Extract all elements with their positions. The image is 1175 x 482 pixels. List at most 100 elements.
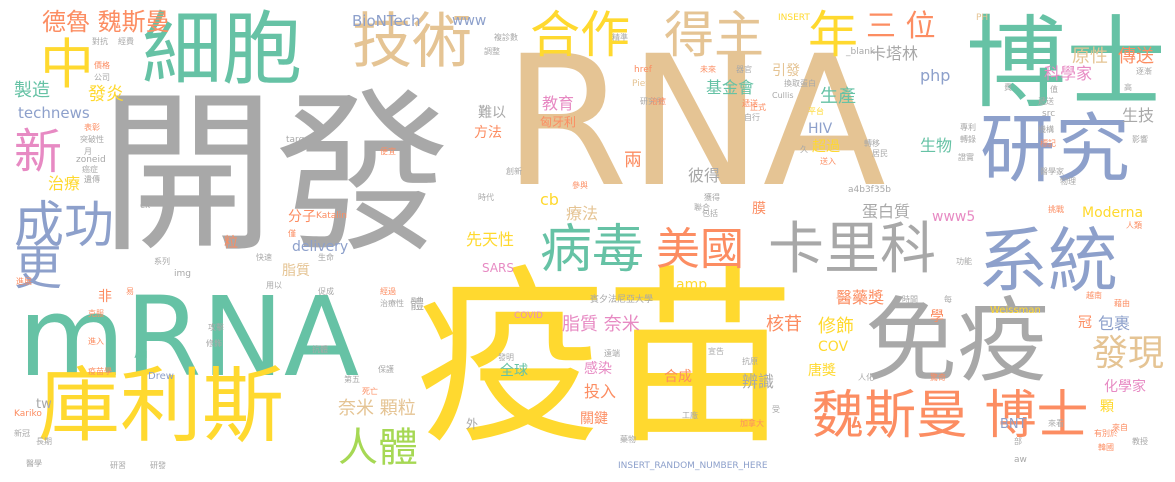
word-fayan: 發炎 — [88, 84, 124, 105]
word-mo: 膜 — [752, 201, 766, 217]
filler-word: 長期 — [36, 437, 52, 446]
word-blank: _blank — [846, 47, 876, 57]
filler-word: 藥物 — [620, 435, 636, 444]
word-pieter: Pieter — [632, 79, 659, 89]
filler-word: 價格 — [94, 61, 110, 70]
filler-word: 遞送 — [1038, 97, 1054, 106]
filler-word: 人類 — [1126, 221, 1142, 230]
word-shengji: 生技 — [1122, 106, 1155, 125]
filler-word: 研習 — [110, 461, 126, 470]
word-delu-weisiman: 德魯 魏斯曼 — [42, 8, 170, 36]
word-xiushi: 修飾 — [818, 316, 854, 337]
filler-word: 抗體 — [312, 345, 328, 354]
word-jijinhui: 基金會 — [706, 78, 755, 97]
word-target: target — [286, 135, 314, 145]
filler-word: 教授 — [1132, 437, 1148, 446]
word-huaxuejia: 化學家 — [1104, 379, 1146, 395]
word-binxi: 賓夕法尼亞大學 — [590, 295, 654, 305]
filler-word: 費 — [1004, 83, 1012, 92]
word-ck: ck — [140, 201, 151, 211]
filler-word: 逐漸 — [1136, 67, 1152, 76]
filler-word: 每 — [944, 295, 952, 304]
word-ganran: 感染 — [584, 361, 612, 377]
filler-word: 保護 — [378, 365, 394, 374]
word-zhong: 中 — [40, 33, 94, 96]
word-delivery: delivery — [292, 239, 349, 255]
word-yuanxing: 原性 — [1072, 46, 1108, 67]
filler-word: 平台 — [808, 107, 824, 116]
word-zhiliao: 治療 — [48, 174, 81, 193]
word-kaifa: 開發 — [100, 74, 450, 277]
word-fangfa: 方法 — [474, 125, 502, 141]
word-liaofa: 療法 — [566, 204, 599, 223]
word-shengchan: 生產 — [820, 86, 856, 107]
word-boshi: 博士 — [966, 5, 1166, 122]
filler-word: 高 — [1124, 83, 1132, 92]
word-bide: 彼得 — [688, 166, 721, 185]
filler-word: 獲得 — [704, 193, 720, 202]
word-cov: COV — [818, 339, 849, 355]
filler-word: 包括 — [702, 209, 718, 218]
word-keli: 顆 — [1100, 399, 1114, 415]
filler-word: 時代 — [478, 193, 494, 202]
filler-word: 證實 — [958, 153, 974, 162]
word-dezhu: 得主 — [664, 6, 764, 64]
filler-word: 久 — [800, 145, 808, 154]
word-kariko: Kariko — [14, 409, 42, 419]
word-geng: 更 — [14, 240, 63, 296]
word-katalin: 卡塔林 — [870, 44, 919, 63]
filler-word: 表彰 — [84, 123, 100, 132]
word-weisiman-boshi: 魏斯曼 博士 — [812, 386, 1089, 446]
filler-word: 來看 — [1048, 419, 1064, 428]
filler-word: 月 — [84, 147, 92, 156]
word-href: href — [634, 65, 652, 75]
word-mianyi: 免疫 — [865, 288, 1050, 395]
word-quanqiu: 全球 — [500, 363, 528, 379]
word-covid: COVID — [514, 311, 543, 321]
word-fei: 非 — [98, 289, 112, 305]
filler-word: 用以 — [266, 281, 282, 290]
filler-word: 僅 — [288, 229, 296, 238]
filler-word: 癌症 — [82, 165, 98, 174]
filler-word: 正式 — [750, 103, 766, 112]
word-kulisi: 庫利斯 — [38, 359, 285, 454]
word-php: php — [920, 66, 951, 85]
filler-word: 功能 — [956, 257, 972, 266]
filler-word: 未來 — [700, 65, 716, 74]
filler-word: 有別於 — [1094, 429, 1118, 438]
word-www: www — [452, 13, 487, 29]
filler-word: 生命 — [318, 253, 334, 262]
word-yinfa: 引發 — [772, 63, 800, 79]
filler-word: 克服 — [88, 309, 104, 318]
filler-word: 物理 — [1060, 177, 1076, 186]
word-bianshi: 辨識 — [742, 372, 775, 391]
word-zoneid: zoneid — [76, 155, 106, 165]
word-drew: Drew — [148, 371, 174, 382]
filler-word: 加拿大 — [740, 419, 764, 428]
word-sanwei: 三 位 — [866, 9, 936, 44]
filler-word: 精準 — [612, 33, 628, 42]
filler-word: 轉移 — [864, 139, 880, 148]
word-jie: 屆 — [134, 345, 148, 361]
filler-word: 標記 — [1040, 139, 1056, 148]
filler-word: 第五 — [344, 375, 360, 384]
word-katalin-en: Katalin — [316, 211, 348, 221]
filler-word: 影響 — [1132, 135, 1148, 144]
word-zhizhi1: 脂質 — [282, 263, 310, 279]
word-hecheng: 合成 — [664, 369, 692, 385]
word-mrna: mRNA — [18, 273, 360, 401]
word-guan: 冠 — [1078, 315, 1092, 331]
filler-word: 死亡 — [362, 387, 378, 396]
filler-word: 換取 — [784, 79, 800, 88]
filler-word: 自行 — [744, 113, 760, 122]
filler-word: 工廠 — [682, 411, 698, 420]
filler-word: 遺傳 — [84, 175, 100, 184]
word-cb: cb — [540, 190, 559, 209]
filler-word: 驚奇 — [930, 373, 946, 382]
filler-word: 蛋白 — [800, 79, 816, 88]
word-aw: aw — [1014, 455, 1027, 465]
word-wai: 外 — [466, 417, 479, 431]
filler-word: 治療性 — [380, 299, 404, 308]
filler-word: 挑戰 — [1048, 205, 1064, 214]
